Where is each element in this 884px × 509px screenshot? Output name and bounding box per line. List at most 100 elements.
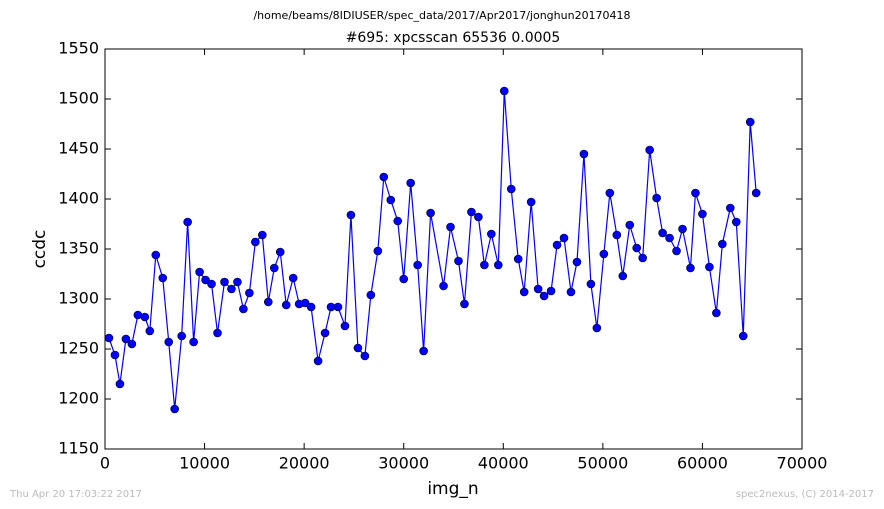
- y-tick-label: 1450: [58, 139, 99, 158]
- data-point: [645, 145, 654, 155]
- data-line: [108, 90, 757, 410]
- data-point: [559, 233, 569, 243]
- x-tick-label: 0: [100, 454, 110, 473]
- data-point: [239, 304, 248, 314]
- data-point: [638, 253, 647, 263]
- data-point: [665, 233, 674, 243]
- data-point: [526, 197, 536, 207]
- data-point: [333, 302, 343, 312]
- data-point: [745, 117, 755, 127]
- x-tick-label: 70000: [777, 454, 828, 473]
- y-tick-label: 1400: [58, 189, 99, 208]
- data-point: [552, 240, 562, 250]
- data-point: [346, 210, 356, 220]
- data-point: [263, 297, 273, 307]
- data-point: [718, 239, 727, 249]
- data-point: [632, 243, 642, 253]
- data-point: [726, 203, 735, 213]
- y-tick-label: 1200: [58, 389, 99, 408]
- data-point: [320, 328, 330, 338]
- data-point: [506, 184, 516, 194]
- data-point: [353, 343, 363, 353]
- data-point: [605, 188, 615, 198]
- data-point: [738, 331, 748, 341]
- y-tick-label: 1300: [58, 289, 99, 308]
- data-point: [413, 260, 422, 270]
- data-point: [201, 275, 210, 285]
- data-point: [110, 350, 120, 360]
- data-point: [127, 339, 137, 349]
- data-point: [731, 217, 741, 227]
- data-point: [566, 287, 576, 297]
- data-point: [460, 299, 469, 309]
- data-point: [340, 321, 350, 331]
- data-point: [379, 172, 389, 182]
- data-point: [183, 217, 192, 227]
- data-point: [592, 323, 602, 333]
- data-point: [145, 326, 155, 336]
- data-point: [480, 260, 489, 270]
- data-point: [513, 254, 523, 264]
- data-point: [672, 246, 681, 256]
- data-point: [373, 246, 383, 256]
- y-tick-label: 1550: [58, 39, 99, 58]
- y-tick-label: 1350: [58, 239, 99, 258]
- data-point: [625, 220, 635, 230]
- data-point: [691, 188, 700, 198]
- data-point: [306, 302, 316, 312]
- data-point: [164, 337, 174, 347]
- y-axis-label: ccdc: [30, 230, 50, 269]
- data-point: [399, 274, 409, 284]
- data-point: [115, 379, 125, 389]
- data-point: [269, 263, 279, 273]
- data-point: [426, 208, 435, 218]
- data-point: [712, 308, 721, 318]
- data-point: [652, 193, 661, 203]
- y-tick-label: 1500: [58, 89, 99, 108]
- data-point: [245, 288, 254, 298]
- data-point: [751, 188, 761, 198]
- x-tick-label: 60000: [677, 454, 728, 473]
- x-tick-label: 50000: [577, 454, 628, 473]
- data-point: [251, 237, 260, 247]
- x-tick-label: 10000: [179, 454, 230, 473]
- chart-title: #695: xpcsscan 65536 0.0005: [346, 30, 561, 46]
- data-point: [151, 250, 161, 260]
- data-point: [454, 256, 463, 266]
- x-axis-label: img_n: [427, 479, 478, 499]
- data-point: [393, 216, 403, 226]
- footer-right: spec2nexus, (C) 2014-2017: [736, 489, 874, 500]
- data-point: [281, 300, 291, 310]
- data-point: [494, 260, 503, 270]
- data-point: [158, 273, 168, 283]
- data-point: [546, 286, 556, 296]
- data-point: [386, 195, 396, 205]
- footer-left: Thu Apr 20 17:03:22 2017: [9, 489, 142, 500]
- data-point: [360, 351, 370, 361]
- x-tick-label: 30000: [378, 454, 429, 473]
- data-point: [275, 247, 285, 257]
- data-point: [586, 279, 596, 289]
- data-point: [533, 284, 543, 294]
- data-point: [213, 328, 222, 338]
- data-point: [467, 207, 476, 217]
- data-point: [439, 281, 448, 291]
- data-point: [170, 404, 179, 414]
- data-point: [288, 273, 298, 283]
- data-point: [140, 312, 150, 322]
- data-point: [446, 222, 455, 232]
- data-point: [313, 356, 323, 366]
- data-point: [258, 230, 267, 240]
- data-point: [658, 228, 667, 238]
- data-point: [195, 267, 204, 277]
- data-point: [233, 277, 242, 287]
- data-point: [612, 230, 622, 240]
- data-point: [572, 257, 582, 267]
- data-point: [177, 331, 186, 341]
- x-tick-label: 40000: [478, 454, 529, 473]
- data-point: [474, 212, 483, 222]
- data-point: [579, 149, 589, 159]
- data-point: [686, 263, 695, 273]
- data-point: [419, 346, 428, 356]
